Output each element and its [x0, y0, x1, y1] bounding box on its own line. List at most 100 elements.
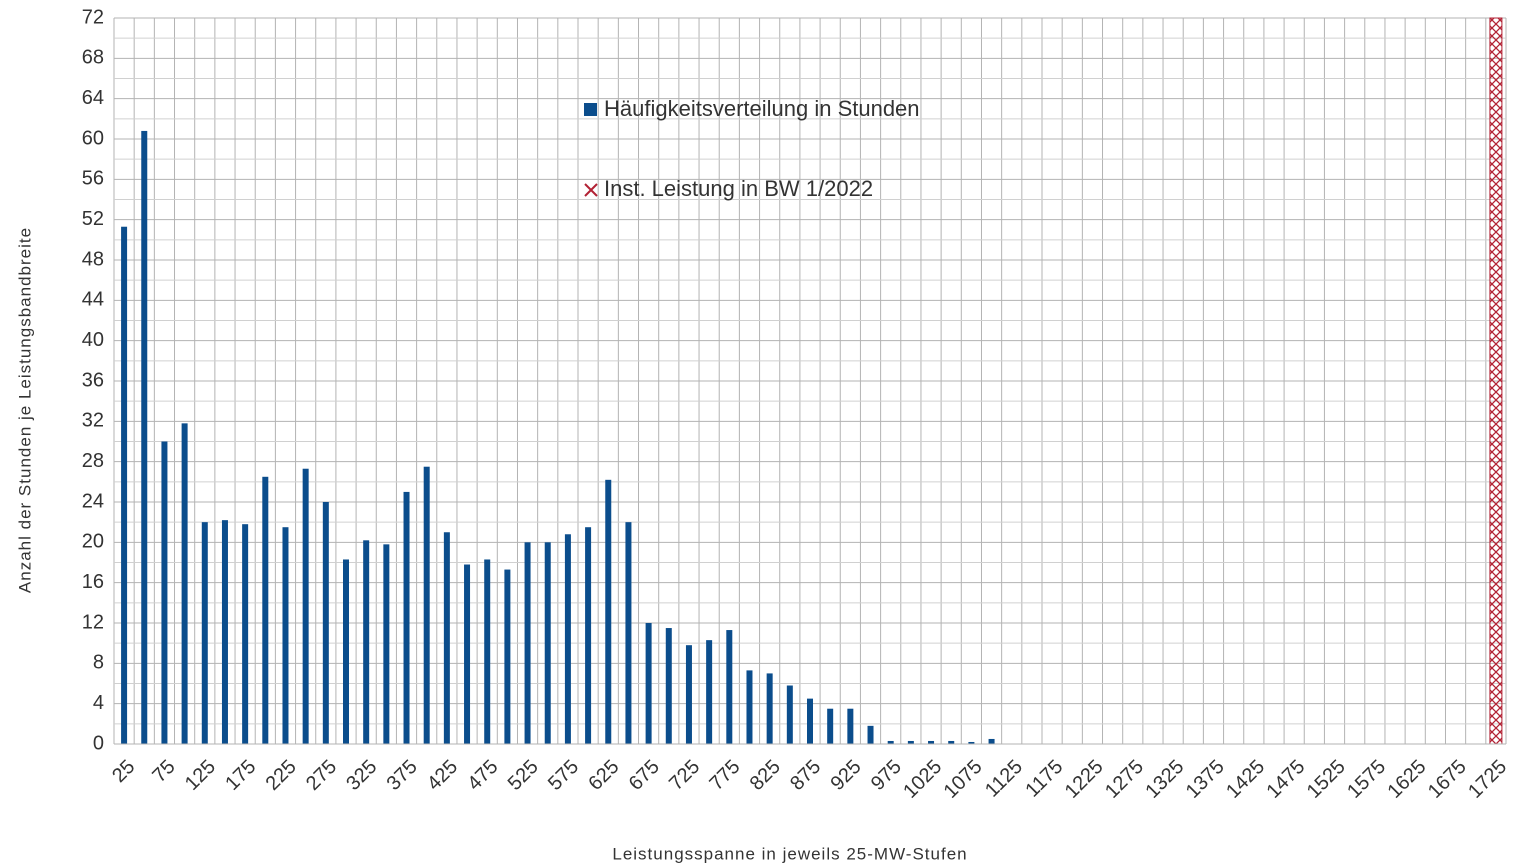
bar: [968, 741, 975, 744]
x-tick-label: 1625: [1383, 756, 1430, 803]
y-tick-label: 20: [82, 531, 104, 553]
y-tick-label: 32: [82, 410, 104, 432]
x-tick-label: 625: [584, 756, 623, 795]
bar: [948, 740, 955, 744]
bar: [827, 708, 834, 744]
bar: [867, 725, 874, 744]
y-tick-label: 0: [93, 732, 104, 754]
x-tick-label: 25: [108, 756, 139, 787]
y-tick-label: 16: [82, 571, 104, 593]
bar: [928, 740, 935, 744]
bar: [484, 559, 491, 744]
bar: [423, 466, 430, 744]
grid: [113, 17, 1507, 745]
x-tick-label: 1225: [1061, 756, 1108, 803]
x-tick-label: 1725: [1464, 756, 1511, 803]
bar: [887, 740, 894, 744]
y-tick-label: 8: [93, 652, 104, 674]
bar: [585, 527, 592, 744]
bar: [443, 532, 450, 744]
y-tick-label: 12: [82, 611, 104, 633]
bar: [907, 740, 914, 744]
x-tick-label: 775: [705, 756, 744, 795]
y-tick-label: 52: [82, 208, 104, 230]
bar: [605, 479, 612, 744]
x-tick-label: 1125: [981, 756, 1027, 802]
x-tick-label: 475: [463, 756, 502, 795]
bar: [201, 522, 208, 744]
bar: [524, 542, 531, 744]
x-tick-label: 175: [221, 756, 260, 795]
bar: [343, 559, 349, 744]
bar: [988, 738, 995, 744]
x-tick-label: 1375: [1182, 756, 1229, 803]
x-tick-label: 1425: [1222, 756, 1269, 803]
y-tick-label: 56: [82, 168, 104, 190]
x-tick-label: 725: [665, 756, 704, 795]
y-tick-label: 44: [82, 289, 104, 311]
bar: [564, 534, 571, 744]
x-tick-label: 275: [302, 756, 341, 795]
x-tick-label: 125: [181, 756, 220, 795]
y-tick-label: 48: [82, 248, 104, 270]
y-tick-label: 60: [82, 127, 104, 149]
x-tick-label: 675: [625, 756, 664, 795]
y-tick-label: 64: [82, 87, 104, 109]
capacity-bar: [1489, 17, 1503, 745]
x-tick-label: 75: [148, 756, 179, 787]
bar: [262, 476, 269, 744]
y-tick-label: 24: [82, 490, 104, 512]
bar: [282, 527, 289, 744]
bar: [746, 670, 753, 744]
y-tick-label: 28: [82, 450, 104, 472]
x-tick-label: 1675: [1424, 756, 1471, 803]
legend-label: Häufigkeitsverteilung in Stunden: [604, 96, 920, 121]
bar: [383, 544, 390, 744]
bar: [847, 708, 854, 744]
x-tick-label: 1075: [940, 756, 987, 803]
bar: [141, 130, 148, 744]
x-tick-label: 575: [544, 756, 583, 795]
bar: [302, 468, 309, 744]
bar: [464, 564, 471, 744]
bar: [221, 520, 228, 744]
x-tick-label: 1325: [1141, 756, 1188, 803]
y-axis-title: Anzahl der Stunden je Leistungsbandbreit…: [15, 227, 34, 593]
x-tick-label: 1525: [1303, 756, 1350, 803]
legend-label: Inst. Leistung in BW 1/2022: [604, 176, 873, 201]
bar: [726, 630, 733, 744]
bar: [504, 569, 511, 744]
bar: [181, 423, 188, 744]
y-tick-label: 36: [82, 369, 104, 391]
x-tick-label: 375: [383, 756, 422, 795]
bar: [807, 698, 813, 744]
x-tick-label: 1575: [1343, 756, 1390, 803]
x-tick-label: 875: [786, 756, 825, 795]
x-axis-title: Leistungsspanne in jeweils 25-MW-Stufen: [612, 844, 967, 863]
x-tick-label: 925: [826, 756, 865, 795]
x-tick-label: 1025: [899, 756, 946, 803]
bar: [121, 226, 128, 745]
bar: [403, 491, 410, 744]
x-tick-label: 225: [262, 756, 301, 795]
bar: [625, 522, 632, 744]
x-tick-label: 1175: [1021, 756, 1067, 802]
legend-swatch: [584, 183, 598, 197]
bar: [322, 502, 329, 744]
bar: [161, 441, 168, 744]
y-tick-label: 40: [82, 329, 104, 351]
y-tick-label: 72: [82, 6, 104, 28]
x-tick-label: 525: [504, 756, 543, 795]
bar: [363, 540, 370, 744]
legend-swatch: [584, 103, 597, 116]
bar: [242, 524, 249, 744]
bar: [685, 645, 692, 744]
x-tick-label: 425: [423, 756, 462, 795]
y-tick-label: 4: [93, 692, 104, 714]
x-tick-label: 1275: [1101, 756, 1148, 803]
bar: [786, 685, 793, 744]
bar: [645, 623, 652, 744]
x-tick-label: 325: [342, 756, 381, 795]
x-tick-label: 1475: [1262, 756, 1309, 803]
